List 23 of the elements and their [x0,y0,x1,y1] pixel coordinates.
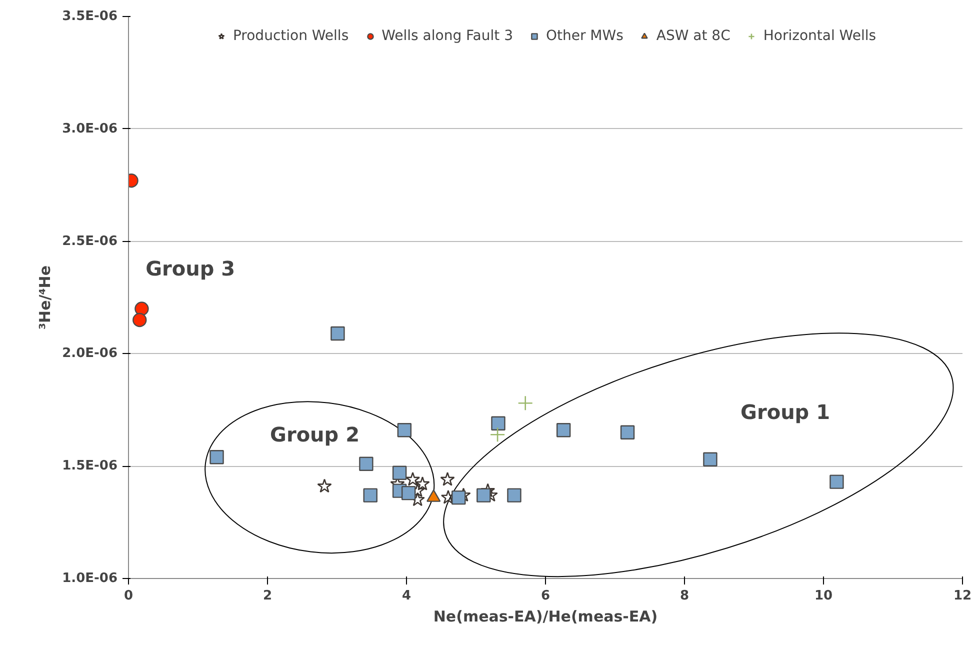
y-axis-title: ³He/⁴He [36,265,54,330]
legend-label: Wells along Fault 3 [382,28,513,44]
annotation: Group 1 [740,400,830,424]
annotation: Group 2 [270,422,360,447]
y-tick-label: 1.0E-06 [62,571,118,586]
y-tick-label: 3.5E-06 [62,9,118,24]
x-tick-label: 0 [124,588,134,604]
x-axis-title: Ne(meas-EA)/He(meas-EA) [433,608,658,626]
y-tick-label: 1.5E-06 [62,458,118,474]
y-tick-label: 2.0E-06 [62,346,118,362]
legend-label: Other MWs [546,28,624,44]
x-tick-label: 8 [680,588,690,604]
y-tick-label: 3.0E-06 [62,121,118,136]
y-tick-label: 2.5E-06 [62,234,118,249]
annotation: Group 3 [146,256,236,280]
x-tick-label: 12 [953,588,972,604]
x-tick-label: 10 [814,588,833,604]
x-tick-label: 6 [540,588,550,604]
legend-label: Production Wells [232,28,349,44]
legend-label: ASW at 8C [656,28,730,44]
x-tick-label: 4 [402,588,412,604]
legend-label: Horizontal Wells [763,28,876,44]
x-tick-label: 2 [262,588,272,604]
